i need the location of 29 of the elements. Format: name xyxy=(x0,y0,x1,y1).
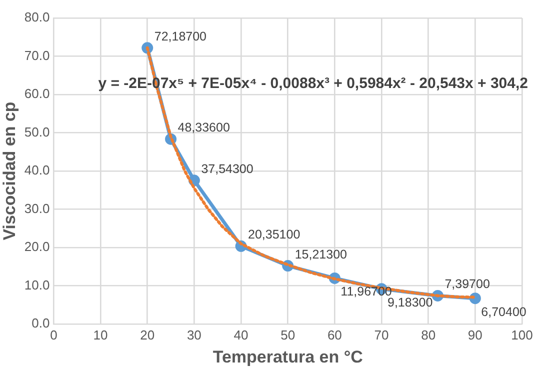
x-tick-label: 100 xyxy=(511,327,533,342)
x-tick-label: 0 xyxy=(50,327,58,342)
y-tick-label: 60.0 xyxy=(24,86,50,102)
y-tick-label: 30.0 xyxy=(24,200,50,216)
data-label: 7,39700 xyxy=(444,277,490,292)
x-tick-label: 10 xyxy=(93,327,108,342)
x-tick-label: 50 xyxy=(280,327,296,342)
x-tick-label: 70 xyxy=(374,327,389,342)
x-tick-label: 20 xyxy=(140,327,155,342)
data-label: 72,18700 xyxy=(154,29,207,44)
x-tick-label: 40 xyxy=(234,327,248,342)
y-tick-label: 40.0 xyxy=(24,162,50,178)
y-tick-label: 20.0 xyxy=(24,239,50,254)
data-label: 48,33600 xyxy=(178,120,230,135)
x-tick-label: 60 xyxy=(327,327,342,342)
data-label: 6,70400 xyxy=(481,304,526,319)
data-label: 15,21300 xyxy=(294,247,348,262)
x-tick-label: 80 xyxy=(421,327,436,342)
data-label: 20,35100 xyxy=(248,228,300,242)
y-tick-label: 50.0 xyxy=(24,124,50,140)
y-tick-label: 0.0 xyxy=(32,316,50,331)
y-axis-title: Viscocidad en cp xyxy=(0,102,19,240)
data-label: 37,54300 xyxy=(201,162,254,176)
x-tick-label: 30 xyxy=(186,327,202,342)
x-tick-label: 90 xyxy=(468,327,482,342)
y-tick-label: 10.0 xyxy=(24,277,50,292)
y-tick-label: 70.0 xyxy=(24,48,50,63)
y-tick-label: 80.0 xyxy=(24,10,50,25)
x-axis-title: Temperatura en °C xyxy=(212,347,363,366)
